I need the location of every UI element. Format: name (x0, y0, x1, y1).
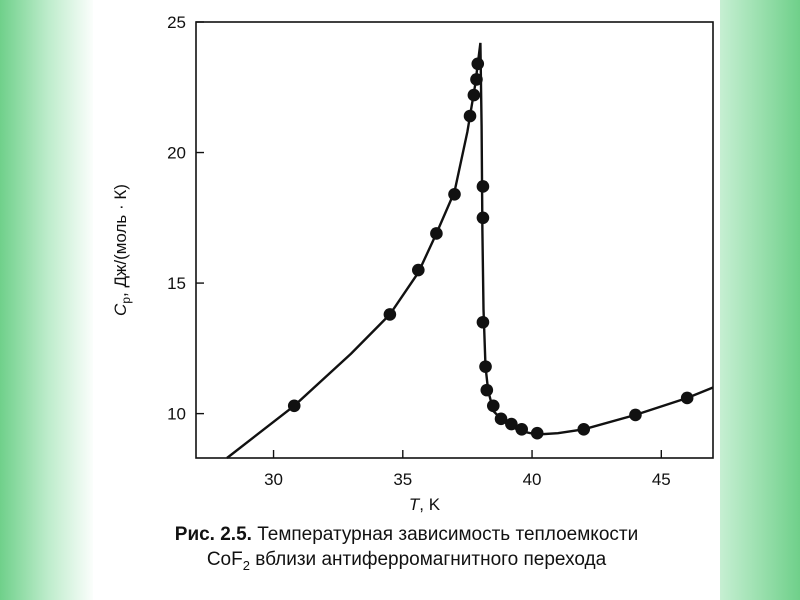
data-point (515, 422, 529, 436)
data-point (476, 315, 490, 329)
y-tick-label: 25 (167, 13, 186, 32)
caption-formula: CoF (206, 549, 243, 570)
data-point (463, 109, 477, 123)
data-point (505, 417, 518, 431)
y-axis-unit: , Дж/(моль · К) (111, 184, 130, 297)
data-point (530, 426, 544, 440)
x-tick-label: 40 (523, 470, 542, 489)
y-axis-var: C (111, 303, 130, 316)
data-point (629, 408, 642, 422)
y-tick-label: 10 (167, 405, 186, 424)
data-point (467, 88, 481, 102)
y-axis-label: Cp, Дж/(моль · К) (111, 184, 133, 316)
data-point (486, 399, 500, 413)
caption-text-1: Температурная зависимость теплоемкости (251, 524, 639, 545)
axes-frame (195, 21, 714, 459)
x-tick-label: 30 (264, 470, 283, 489)
caption-text-2: вблизи антиферромагнитного перехода (249, 549, 607, 570)
x-tick-label: 35 (393, 470, 412, 489)
x-axis-label: T, K (409, 495, 441, 514)
figure-caption: Рис. 2.5. Температурная зависимость тепл… (93, 522, 720, 578)
plot-frame (195, 21, 714, 459)
x-axis-var: T (409, 495, 421, 514)
caption-subscript: 2 (242, 557, 250, 573)
caption-line-2: CoF2 вблизи антиферромагнитного перехода (93, 547, 720, 578)
data-point (448, 188, 461, 201)
x-axis-unit: , K (419, 495, 440, 514)
tick-group: 30 35 40 45 10 15 20 25 (167, 13, 671, 489)
data-point (287, 399, 301, 413)
data-point (479, 360, 492, 373)
data-points (287, 57, 694, 440)
y-axis-sub: p (119, 297, 133, 304)
x-tick-label: 45 (652, 470, 671, 489)
data-point (476, 180, 490, 193)
data-point (680, 391, 694, 405)
data-point (412, 263, 425, 277)
data-point (577, 422, 591, 436)
fit-curve (226, 42, 714, 459)
figure-sheet: 30 35 40 45 10 15 20 25 T, K Cp, Дж/(моль · К) … (93, 0, 720, 600)
y-tick-label: 15 (167, 274, 186, 293)
data-point (494, 412, 508, 426)
y-tick-label: 20 (167, 144, 186, 163)
data-point (471, 57, 485, 71)
data-point (470, 73, 483, 86)
chart: 30 35 40 45 10 15 20 25 T, K Cp, Дж/(моль · К) (111, 13, 714, 514)
caption-lead: Рис. 2.5. (174, 524, 252, 545)
data-point (430, 227, 443, 240)
data-point (476, 211, 490, 225)
data-point (480, 383, 494, 397)
data-point (383, 308, 397, 321)
caption-line-1: Рис. 2.5. Температурная зависимость тепл… (93, 522, 720, 547)
